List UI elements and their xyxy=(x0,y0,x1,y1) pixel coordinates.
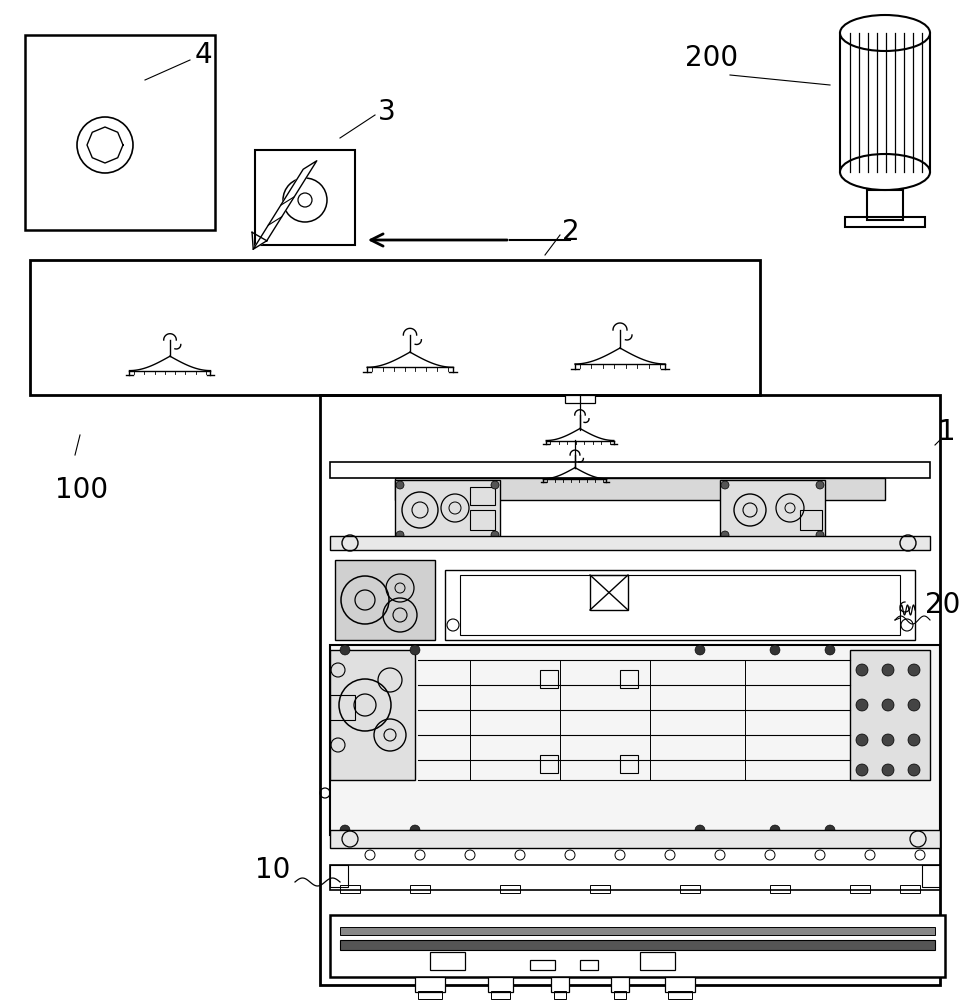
Bar xyxy=(334,560,434,640)
Bar xyxy=(619,670,638,688)
Text: 1: 1 xyxy=(937,418,954,446)
Bar xyxy=(329,865,348,887)
Text: 4: 4 xyxy=(195,41,212,69)
Bar xyxy=(849,885,869,893)
Text: 200: 200 xyxy=(684,44,737,72)
Circle shape xyxy=(881,734,893,746)
Bar xyxy=(610,977,628,992)
Bar xyxy=(329,536,929,550)
Circle shape xyxy=(490,481,498,489)
Circle shape xyxy=(907,664,919,676)
Bar xyxy=(719,480,825,540)
Bar xyxy=(445,570,914,640)
Circle shape xyxy=(855,764,867,776)
Circle shape xyxy=(815,481,823,489)
Text: 100: 100 xyxy=(55,476,108,504)
Bar xyxy=(329,645,939,835)
Circle shape xyxy=(855,699,867,711)
Bar xyxy=(25,35,215,230)
Circle shape xyxy=(395,531,403,539)
Bar xyxy=(487,977,513,992)
Bar xyxy=(619,755,638,773)
Circle shape xyxy=(410,645,420,655)
Circle shape xyxy=(825,645,834,655)
Circle shape xyxy=(410,825,420,835)
Bar xyxy=(415,977,445,992)
Bar xyxy=(30,260,760,395)
Text: 10: 10 xyxy=(255,856,290,884)
Bar xyxy=(394,478,884,500)
Circle shape xyxy=(340,645,350,655)
Bar xyxy=(394,480,499,540)
Bar xyxy=(844,217,924,227)
Circle shape xyxy=(855,734,867,746)
Bar xyxy=(255,150,355,245)
Text: 20: 20 xyxy=(924,591,959,619)
Bar xyxy=(849,650,929,780)
Bar xyxy=(329,650,415,780)
Bar xyxy=(329,865,939,890)
Bar xyxy=(418,991,442,999)
Bar xyxy=(589,885,610,893)
Circle shape xyxy=(490,531,498,539)
Circle shape xyxy=(340,825,350,835)
Bar xyxy=(529,960,554,970)
Circle shape xyxy=(769,825,779,835)
Bar xyxy=(340,940,934,950)
Circle shape xyxy=(881,664,893,676)
Bar xyxy=(540,670,557,688)
Ellipse shape xyxy=(839,154,929,190)
Circle shape xyxy=(720,481,729,489)
Bar xyxy=(589,575,627,610)
Bar xyxy=(540,755,557,773)
Circle shape xyxy=(825,825,834,835)
Bar xyxy=(429,952,464,970)
Bar xyxy=(769,885,789,893)
Bar xyxy=(340,927,934,935)
Bar xyxy=(340,885,359,893)
Bar xyxy=(470,487,494,505)
Polygon shape xyxy=(253,161,317,249)
Bar xyxy=(899,885,919,893)
Bar xyxy=(665,977,694,992)
Bar xyxy=(839,33,929,172)
Circle shape xyxy=(395,481,403,489)
Circle shape xyxy=(720,531,729,539)
Bar xyxy=(329,462,929,478)
Circle shape xyxy=(907,764,919,776)
Bar xyxy=(866,190,902,220)
Bar xyxy=(499,885,519,893)
Circle shape xyxy=(694,825,704,835)
Circle shape xyxy=(881,699,893,711)
Bar xyxy=(553,991,566,999)
Circle shape xyxy=(907,734,919,746)
Bar xyxy=(459,575,899,635)
Bar xyxy=(922,865,939,887)
Bar xyxy=(550,977,569,992)
Circle shape xyxy=(855,664,867,676)
Circle shape xyxy=(815,531,823,539)
Circle shape xyxy=(881,764,893,776)
Ellipse shape xyxy=(839,15,929,51)
Bar xyxy=(320,395,939,985)
Text: 3: 3 xyxy=(378,98,395,126)
Bar xyxy=(799,510,821,530)
Bar xyxy=(329,830,939,848)
Bar xyxy=(679,885,700,893)
Bar xyxy=(490,991,510,999)
Bar xyxy=(329,915,944,977)
Circle shape xyxy=(694,645,704,655)
Bar xyxy=(613,991,625,999)
Text: 2: 2 xyxy=(561,218,579,246)
Circle shape xyxy=(769,645,779,655)
Bar xyxy=(579,960,597,970)
Bar xyxy=(470,510,494,530)
Bar xyxy=(668,991,691,999)
Bar xyxy=(564,395,594,403)
Bar xyxy=(329,695,355,720)
Bar xyxy=(640,952,674,970)
Circle shape xyxy=(907,699,919,711)
Bar xyxy=(410,885,429,893)
